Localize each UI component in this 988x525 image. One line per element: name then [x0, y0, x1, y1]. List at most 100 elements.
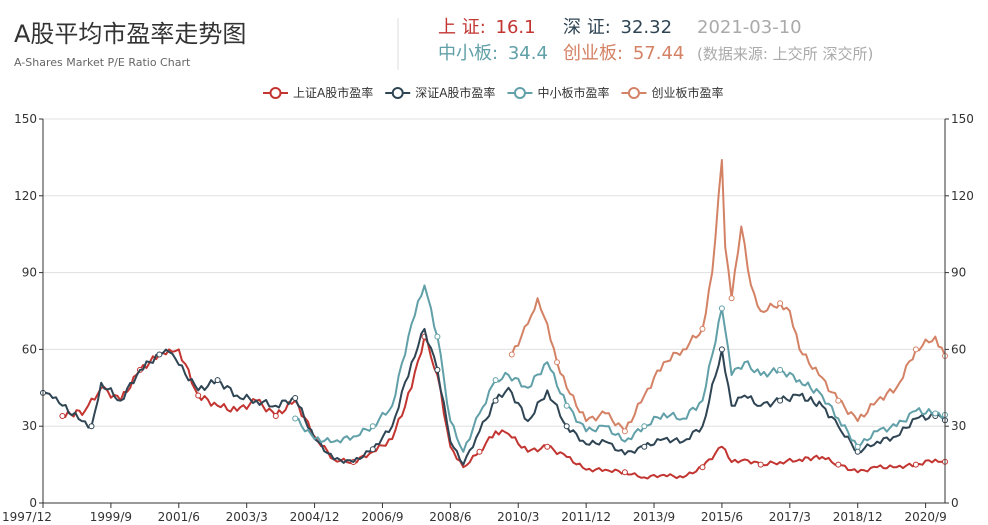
point-gem-28 — [912, 346, 919, 353]
point-sme-4 — [369, 423, 376, 430]
legend-swatch-marker-sz — [391, 87, 404, 99]
point-gem-20 — [777, 300, 784, 307]
y-tick-label-right-90: 90 — [951, 266, 966, 280]
x-tick-label-2018-12: 2018/12 — [833, 510, 883, 524]
y-tick-label-left-150: 150 — [14, 112, 37, 126]
stat-source: (数据来源: 上交所 深交所) — [697, 45, 873, 63]
stat-sh-label: 上 证: — [438, 17, 486, 38]
series-line-gem — [510, 159, 946, 433]
series-lines — [40, 159, 948, 480]
y-tick-label-right-0: 0 — [951, 496, 959, 510]
point-sz-48 — [854, 448, 861, 455]
header: A股平均市盈率走势图 A-Shares Market P/E Ratio Cha… — [14, 20, 246, 69]
x-tick-label-2013-9: 2013/9 — [633, 510, 675, 524]
legend-label-gem: 创业板市盈率 — [651, 85, 723, 100]
stat-gem-label: 创业板: — [563, 43, 623, 64]
point-gem-8 — [621, 428, 628, 435]
y-tick-label-left-60: 60 — [22, 342, 37, 356]
point-sh-8 — [195, 392, 202, 399]
legend: 上证A股市盈率 深证A股市盈率 中小板市盈率 创业板市盈率 — [263, 85, 723, 100]
point-sz-12 — [214, 377, 221, 384]
y-tick-label-right-30: 30 — [951, 419, 966, 433]
point-gem-12 — [699, 325, 706, 332]
axes: 0 0 30 30 60 60 90 90 120 120 150 150 1997/12 1999/9 2… — [2, 112, 974, 524]
page-title: A股平均市盈率走势图 — [14, 20, 246, 48]
legend-item-sme[interactable]: 中小板市盈率 — [507, 85, 609, 100]
series-line-sme — [295, 284, 946, 453]
stat-sme: 中小板: 34.4 — [438, 43, 548, 64]
x-tick-label-2003-3: 2003/3 — [226, 510, 268, 524]
point-sz-16 — [292, 395, 299, 401]
x-tick-label-1999-9: 1999/9 — [90, 510, 132, 524]
x-tick-label-2011-12: 2011/12 — [561, 510, 611, 524]
y-tick-label-right-150: 150 — [951, 112, 974, 126]
x-tick-label-2008-6: 2008/6 — [429, 510, 471, 524]
point-sh-44 — [835, 461, 842, 468]
point-sme-20 — [641, 423, 648, 430]
x-tick-label-2017-3: 2017/3 — [769, 510, 811, 524]
point-sz-32 — [563, 423, 570, 430]
series-line-sh — [62, 335, 946, 480]
point-sme-28 — [777, 366, 784, 373]
point-sme-12 — [492, 377, 499, 384]
point-sme-24 — [718, 305, 725, 312]
point-sz-36 — [641, 443, 648, 450]
grid-lines — [43, 118, 945, 504]
point-gem-16 — [728, 295, 735, 302]
point-sme-32 — [854, 443, 861, 450]
point-sh-12 — [272, 413, 279, 419]
point-sz-44 — [777, 397, 784, 404]
x-tick-label-1997-12: 1997/12 — [2, 510, 52, 524]
stat-gem-value: 57.44 — [633, 43, 685, 64]
point-sh-40 — [757, 461, 764, 468]
point-sh-0 — [59, 413, 66, 419]
point-sz-40 — [718, 346, 725, 353]
point-sme-8 — [434, 333, 441, 340]
point-sme-0 — [292, 415, 299, 422]
point-gem-4 — [554, 359, 560, 366]
point-sz-8 — [156, 351, 163, 358]
point-sz-24 — [434, 366, 441, 373]
y-tick-label-left-30: 30 — [22, 419, 37, 433]
legend-label-sme: 中小板市盈率 — [537, 85, 609, 100]
legend-label-sh: 上证A股市盈率 — [293, 85, 373, 100]
legend-item-sz[interactable]: 深证A股市盈率 — [385, 85, 495, 100]
point-sz-28 — [492, 397, 499, 404]
y-tick-label-left-120: 120 — [14, 189, 37, 203]
point-sh-24 — [476, 448, 483, 455]
stat-sme-label: 中小板: — [438, 43, 498, 64]
x-tick-label-2001-6: 2001/6 — [158, 510, 200, 524]
y-tick-label-left-0: 0 — [29, 496, 37, 510]
legend-label-sz: 深证A股市盈率 — [415, 85, 495, 100]
page-subtitle: A-Shares Market P/E Ratio Chart — [14, 56, 191, 69]
x-tick-label-2006-9: 2006/9 — [361, 510, 403, 524]
legend-item-gem[interactable]: 创业板市盈率 — [621, 85, 723, 100]
point-sme-36 — [932, 410, 939, 417]
legend-swatch-marker-gem — [627, 87, 640, 99]
point-sme-16 — [563, 402, 570, 409]
point-sz-20 — [369, 446, 376, 453]
stats-panel: 上 证: 16.1 深 证: 32.32 2021-03-10 中小板: 34.… — [438, 17, 873, 64]
legend-swatch-marker-sh — [269, 87, 282, 99]
x-tick-label-2010-3: 2010/3 — [497, 510, 539, 524]
stat-sme-value: 34.4 — [508, 43, 548, 64]
stat-sz-value: 32.32 — [621, 17, 673, 38]
point-gem-0 — [508, 351, 515, 358]
stat-date: 2021-03-10 — [697, 17, 802, 38]
y-tick-label-right-120: 120 — [951, 189, 974, 203]
point-sz-4 — [88, 423, 95, 430]
stat-sz: 深 证: 32.32 — [563, 17, 672, 38]
y-tick-label-left-90: 90 — [22, 266, 37, 280]
legend-swatch-marker-sme — [513, 87, 526, 99]
y-tick-label-right-60: 60 — [951, 342, 966, 356]
stat-sh: 上 证: 16.1 — [438, 17, 536, 38]
legend-item-sh[interactable]: 上证A股市盈率 — [263, 85, 373, 100]
x-tick-label-2004-12: 2004/12 — [290, 510, 340, 524]
point-sh-48 — [912, 461, 919, 468]
stat-sh-value: 16.1 — [496, 17, 536, 38]
stat-sz-label: 深 证: — [563, 17, 611, 38]
point-gem-24 — [835, 397, 842, 404]
point-sh-36 — [699, 464, 706, 471]
x-tick-label-2015-6: 2015/6 — [701, 510, 743, 524]
